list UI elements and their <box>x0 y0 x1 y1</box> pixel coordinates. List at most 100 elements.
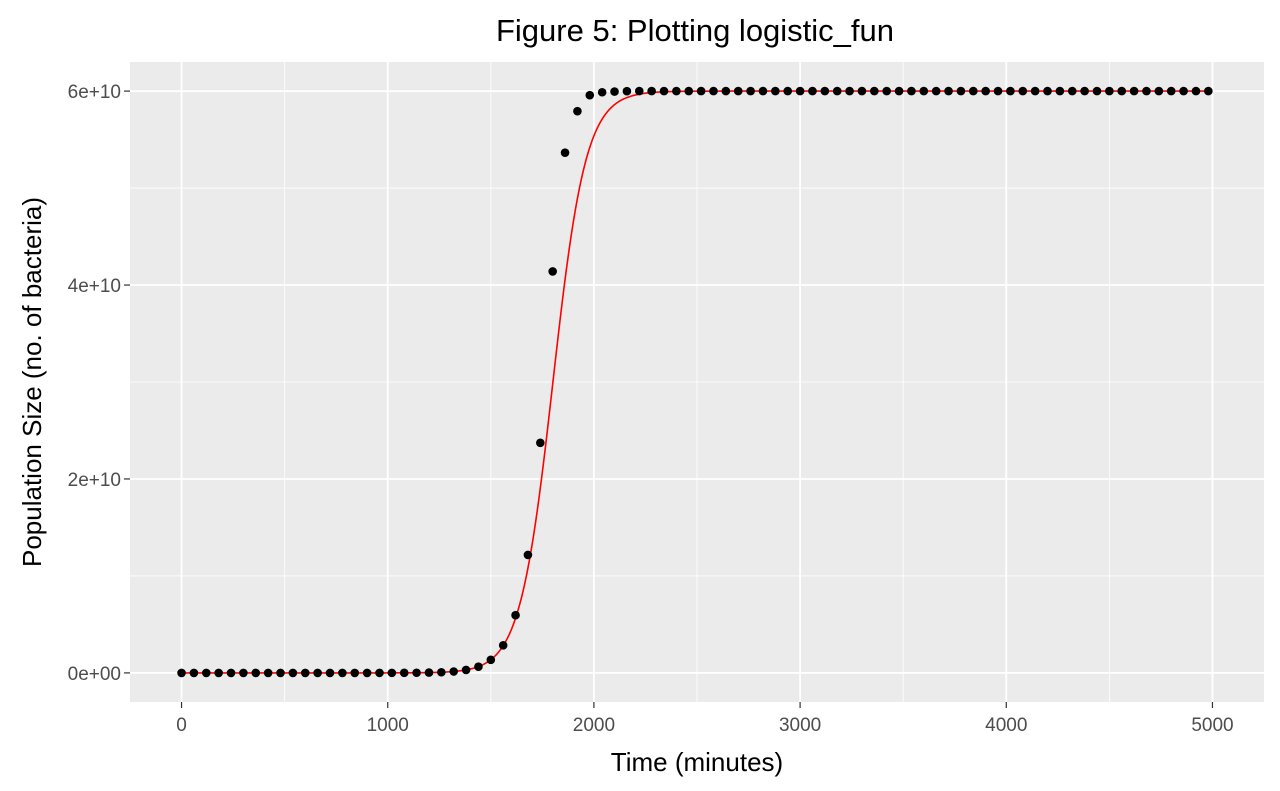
data-point <box>412 668 421 678</box>
data-point <box>832 86 842 96</box>
data-point <box>486 655 496 665</box>
data-point <box>1166 86 1176 96</box>
data-point <box>981 86 990 96</box>
data-point <box>1006 86 1015 96</box>
data-point <box>894 86 904 96</box>
data-point <box>1129 86 1139 96</box>
x-tick-label: 2000 <box>573 715 615 736</box>
data-point <box>511 610 520 620</box>
chart-title: Figure 5: Plotting logistic_fun <box>496 13 894 48</box>
x-axis: 0 1000 2000 3000 4000 5000 <box>176 702 1234 736</box>
data-point <box>325 668 335 678</box>
data-point <box>771 86 780 96</box>
data-point <box>1092 86 1102 96</box>
data-point <box>634 86 644 96</box>
data-point <box>362 668 372 678</box>
data-point <box>1055 86 1065 96</box>
data-point <box>263 668 273 678</box>
y-axis: 0e+00 2e+10 4e+10 6e+10 <box>68 82 130 685</box>
minor-gridlines <box>130 62 1264 702</box>
data-point <box>1105 86 1114 96</box>
data-point <box>1117 86 1127 96</box>
data-point <box>276 668 285 678</box>
data-point <box>288 668 298 678</box>
data-point <box>1154 86 1164 96</box>
data-point <box>399 668 409 678</box>
x-tick-label: 0 <box>176 715 187 736</box>
data-point <box>746 86 755 96</box>
data-point <box>1080 86 1089 96</box>
y-tick-label: 0e+00 <box>68 664 121 685</box>
y-tick-label: 2e+10 <box>68 470 121 491</box>
data-points <box>177 86 1213 678</box>
data-point <box>931 86 941 96</box>
data-point <box>647 86 656 96</box>
data-point <box>733 86 743 96</box>
data-point <box>857 86 867 96</box>
data-point <box>585 90 595 100</box>
data-point <box>375 668 384 678</box>
data-point <box>968 86 978 96</box>
data-point <box>944 86 953 96</box>
data-point <box>845 86 854 96</box>
x-tick-label: 5000 <box>1191 715 1233 736</box>
x-tick-label: 4000 <box>985 715 1027 736</box>
x-tick-label: 1000 <box>367 715 409 736</box>
data-point <box>696 86 706 96</box>
y-axis-title: Population Size (no. of bacteria) <box>17 197 47 567</box>
data-point <box>659 86 669 96</box>
data-point <box>684 86 694 96</box>
data-point <box>177 668 186 678</box>
data-point <box>783 86 793 96</box>
data-point <box>1067 86 1077 96</box>
x-tick-label: 3000 <box>779 715 821 736</box>
data-point <box>709 86 718 96</box>
data-point <box>820 86 830 96</box>
data-point <box>1043 86 1052 96</box>
data-point <box>956 86 966 96</box>
data-point <box>214 668 223 678</box>
data-point <box>808 86 817 96</box>
data-point <box>424 668 434 677</box>
data-point <box>1191 86 1201 96</box>
data-point <box>239 668 248 678</box>
data-point <box>300 668 310 678</box>
data-point <box>795 86 805 96</box>
y-tick-label: 6e+10 <box>68 82 121 103</box>
data-point <box>907 86 916 96</box>
data-point <box>882 86 891 96</box>
data-point <box>536 438 545 448</box>
data-point <box>1030 86 1040 96</box>
data-point <box>226 668 236 678</box>
data-point <box>1142 86 1151 96</box>
data-point <box>1179 86 1188 96</box>
data-point <box>758 86 768 96</box>
data-point <box>437 667 446 677</box>
data-point <box>523 550 533 560</box>
data-point <box>597 87 607 97</box>
data-point <box>721 86 731 96</box>
data-point <box>1018 86 1028 96</box>
y-tick-label: 4e+10 <box>68 276 121 297</box>
data-point <box>672 86 681 96</box>
data-point <box>548 267 557 276</box>
data-point <box>560 148 570 157</box>
major-gridlines <box>130 62 1264 702</box>
data-point <box>870 86 879 96</box>
data-point <box>498 640 508 650</box>
data-point <box>919 86 929 96</box>
data-point <box>610 87 619 96</box>
data-point <box>350 668 360 678</box>
data-point <box>201 668 211 678</box>
data-point <box>993 86 1003 96</box>
data-point <box>251 668 261 678</box>
x-axis-title: Time (minutes) <box>611 747 783 777</box>
data-point <box>338 668 347 678</box>
data-point <box>622 86 632 96</box>
data-point <box>189 668 199 678</box>
data-point <box>313 668 322 678</box>
data-point <box>573 106 582 116</box>
data-point <box>474 662 483 672</box>
data-point <box>461 665 471 675</box>
